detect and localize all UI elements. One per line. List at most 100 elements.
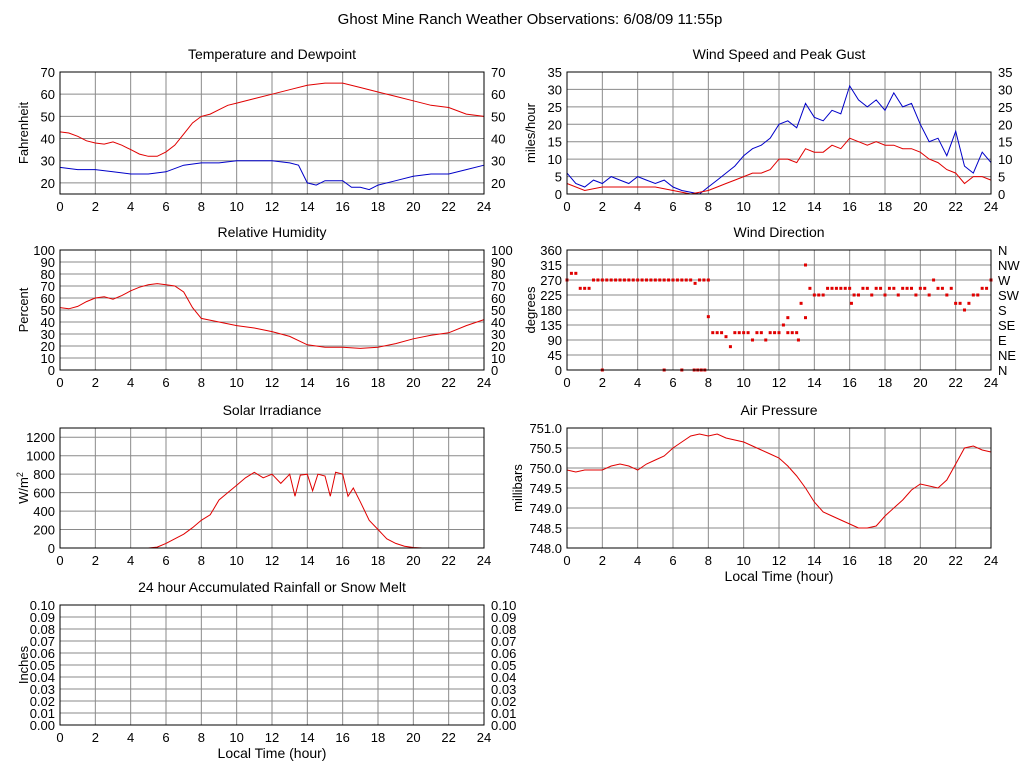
wind-direction-point <box>631 278 635 282</box>
solar-ytick-label: 1200 <box>26 430 55 445</box>
pressure-ylabel: millibars <box>510 464 525 512</box>
wind-speed-xtick-label: 24 <box>984 199 998 214</box>
solar-xtick-label: 16 <box>335 553 349 568</box>
pressure-ytick-label: 749.5 <box>529 481 562 496</box>
wind-direction-point <box>689 278 693 282</box>
wind-direction-point <box>817 293 821 297</box>
wind-direction-point <box>645 278 648 282</box>
solar-xtick-label: 4 <box>127 553 134 568</box>
temperature-xtick-label: 20 <box>406 199 420 214</box>
temperature-xtick-label: 0 <box>56 199 63 214</box>
wind-direction-point <box>976 293 980 297</box>
humidity-xtick-label: 6 <box>162 375 169 390</box>
temperature-ytick-label: 60 <box>41 87 55 102</box>
solar-xtick-label: 14 <box>300 553 314 568</box>
wind-direction-point <box>574 271 578 275</box>
solar-ytick-label: 800 <box>33 467 55 482</box>
wind-speed-ytick-label-right: 20 <box>998 117 1012 132</box>
wind-direction-point <box>985 286 989 290</box>
pressure-xtick-label: 16 <box>842 553 856 568</box>
wind-direction-point <box>874 286 878 290</box>
wind-direction-point <box>786 331 790 335</box>
wind-direction-point <box>658 278 662 282</box>
humidity-ytick-label: 70 <box>41 279 55 294</box>
pressure-series-line-0 <box>566 433 992 529</box>
wind-direction-point <box>764 338 768 342</box>
temperature-series-line-1 <box>59 160 485 191</box>
wind-direction-point <box>605 278 609 282</box>
wind-direction-point <box>804 316 807 320</box>
humidity-xtick-label: 16 <box>335 375 349 390</box>
humidity-xtick-label: 14 <box>300 375 314 390</box>
rain-ytick-label-right: 0.01 <box>491 706 516 721</box>
solar-ytick-label: 200 <box>33 523 55 538</box>
rain-xtick-label: 14 <box>300 730 314 745</box>
rain-ytick-label-right: 0.04 <box>491 670 516 685</box>
wind-direction-point <box>905 286 909 290</box>
humidity-xtick-label: 2 <box>92 375 99 390</box>
wind-speed-xtick-label: 16 <box>842 199 856 214</box>
wind-direction-xtick-label: 18 <box>878 375 892 390</box>
humidity-xtick-label: 10 <box>229 375 243 390</box>
temperature-xtick-label: 8 <box>198 199 205 214</box>
wind-speed-frame <box>566 71 992 195</box>
humidity-ytick-label: 20 <box>41 339 55 354</box>
humidity-ytick-label-right: 40 <box>491 315 505 330</box>
wind-direction-point <box>742 331 746 335</box>
wind-direction-point <box>790 331 794 335</box>
wind-direction-point <box>786 316 790 320</box>
pressure-ytick-label: 748.5 <box>529 521 562 536</box>
wind-direction-point <box>706 278 710 282</box>
temperature-xtick-label: 22 <box>441 199 455 214</box>
wind-direction-point <box>799 301 803 305</box>
pressure-xtick-label: 10 <box>736 553 750 568</box>
wind-direction-point <box>954 301 958 305</box>
wind-direction-point <box>768 331 772 335</box>
wind-speed-xtick-label: 6 <box>669 199 676 214</box>
wind-direction-compass-label: N <box>998 243 1007 258</box>
wind-direction-point <box>971 293 975 297</box>
wind-direction-point <box>627 278 631 282</box>
rain-ytick-label: 0.00 <box>30 718 55 733</box>
humidity-ytick-label: 30 <box>41 327 55 342</box>
solar-xtick-label: 18 <box>371 553 385 568</box>
wind-direction-point <box>592 278 595 282</box>
rain-ytick-label-right: 0.02 <box>491 694 516 709</box>
wind-direction-point <box>826 286 830 290</box>
wind-direction-point <box>684 278 688 282</box>
solar-xtick-label: 24 <box>477 553 491 568</box>
wind-direction-point <box>728 345 732 349</box>
wind-direction-compass-label: NE <box>998 348 1016 363</box>
wind-direction-point <box>569 271 573 275</box>
wind-direction-point <box>927 293 931 297</box>
wind-direction-point <box>759 331 763 335</box>
wind-speed-xtick-label: 10 <box>736 199 750 214</box>
wind-speed-ytick-label: 5 <box>555 170 562 185</box>
wind-speed-series-line-0 <box>566 84 992 195</box>
wind-direction-point <box>949 286 953 290</box>
wind-direction-xtick-label: 22 <box>948 375 962 390</box>
rain-ytick-label: 0.01 <box>30 706 55 721</box>
wind-speed-ytick-label-right: 35 <box>998 65 1012 80</box>
rain-xtick-label: 18 <box>371 730 385 745</box>
pressure-xtick-label: 22 <box>948 553 962 568</box>
wind-direction-point <box>901 286 905 290</box>
humidity-xtick-label: 4 <box>127 375 134 390</box>
pressure-xlabel: Local Time (hour) <box>725 568 834 584</box>
wind-direction-ytick-label: 315 <box>540 258 562 273</box>
wind-direction-point <box>653 278 657 282</box>
pressure-xtick-label: 14 <box>807 553 821 568</box>
wind-direction-compass-label: SE <box>998 318 1016 333</box>
wind-direction-point <box>843 286 847 290</box>
wind-direction-xtick-label: 0 <box>563 375 570 390</box>
rain-ytick-label-right: 0.10 <box>491 598 516 613</box>
temperature-xtick-label: 18 <box>371 199 385 214</box>
rain-ytick-label-right: 0.07 <box>491 634 516 649</box>
rain-xtick-label: 6 <box>162 730 169 745</box>
rain-ytick-label: 0.10 <box>30 598 55 613</box>
pressure-ytick-label: 751.0 <box>529 421 562 436</box>
pressure-xtick-label: 6 <box>669 553 676 568</box>
